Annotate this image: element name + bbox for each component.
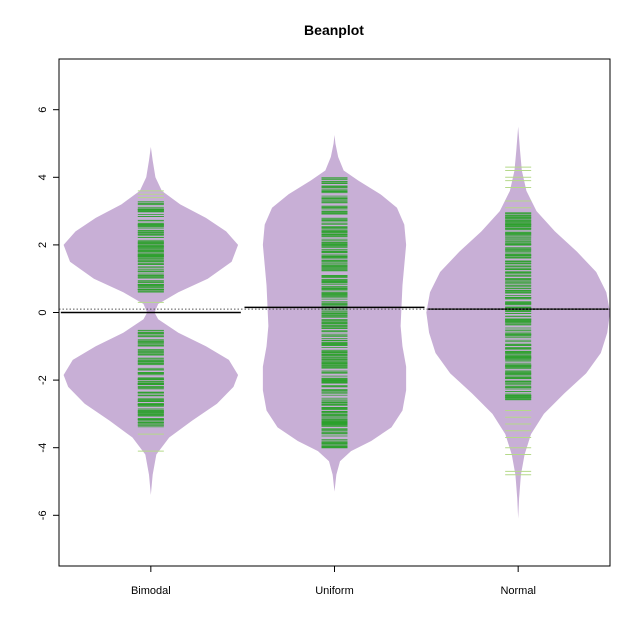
bean-lines-uniform <box>321 177 348 449</box>
plot-area <box>59 126 610 519</box>
y-tick-label: -4 <box>37 443 49 453</box>
x-axis: Bimodal Uniform Normal <box>131 566 536 597</box>
x-tick-label-normal: Normal <box>500 585 535 597</box>
bean-lines-normal <box>505 166 532 476</box>
bean-lines-bimodal <box>137 190 164 452</box>
chart-title: Beanplot <box>304 22 364 38</box>
y-tick-label: 4 <box>37 174 49 180</box>
bean-uniform <box>244 135 425 492</box>
bean-shape-bimodal <box>63 146 239 496</box>
y-tick-label: 2 <box>37 242 49 248</box>
x-tick-label-bimodal: Bimodal <box>131 585 171 597</box>
bean-normal <box>426 126 610 519</box>
y-tick-label: 0 <box>37 309 49 315</box>
bean-bimodal <box>60 146 241 496</box>
y-tick-label: -6 <box>37 510 49 520</box>
y-tick-label: -2 <box>37 375 49 385</box>
plot-frame <box>58 58 611 567</box>
y-axis: -6 -4 -2 0 2 4 6 <box>37 107 59 520</box>
y-tick-label: 6 <box>37 107 49 113</box>
x-tick-label-uniform: Uniform <box>315 585 354 597</box>
